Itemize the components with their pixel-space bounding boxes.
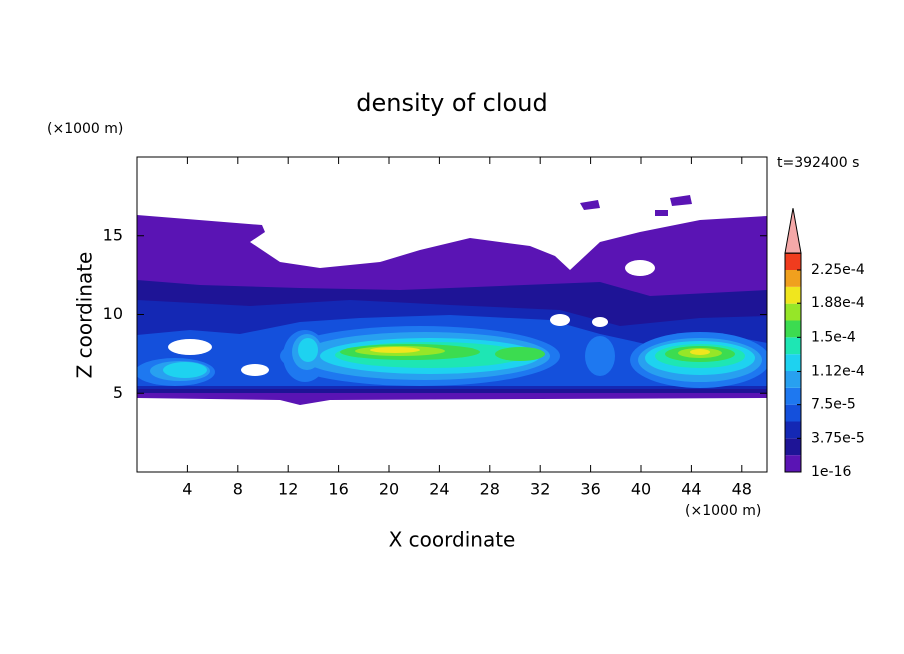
x-axis-label: X coordinate	[389, 528, 516, 552]
x-tick-label: 16	[328, 480, 348, 499]
contour-field	[137, 195, 767, 405]
colorbar-tick-label: 1.12e-4	[811, 363, 865, 379]
contour-gap	[550, 314, 570, 326]
chart-title: density of cloud	[356, 89, 547, 117]
contour-gap	[241, 364, 269, 376]
x-tick-label: 4	[182, 480, 192, 499]
colorbar-swatch	[785, 438, 801, 456]
contour-gap	[168, 339, 212, 355]
x-tick-label: 48	[732, 480, 752, 499]
y-unit: (×1000 m)	[47, 121, 123, 137]
colorbar-swatch	[785, 387, 801, 405]
colorbar-swatch	[785, 354, 801, 371]
time-label: t=392400 s	[777, 155, 859, 171]
colorbar-swatch	[785, 253, 801, 270]
contour-level	[690, 349, 710, 355]
colorbar-tick-label: 1e-16	[811, 464, 851, 480]
y-tick-label: 15	[103, 225, 123, 244]
colorbar-tick-label: 1.88e-4	[811, 295, 865, 311]
x-tick-label: 8	[233, 480, 243, 499]
x-tick-label: 36	[580, 480, 600, 499]
colorbar-tick-label: 7.5e-5	[811, 397, 856, 413]
contour-level	[370, 347, 420, 353]
y-axis-label: Z coordinate	[73, 252, 97, 379]
colorbar-swatch	[785, 337, 801, 355]
x-tick-label: 40	[631, 480, 651, 499]
colorbar-tick-label: 2.25e-4	[811, 262, 865, 278]
colorbar-swatch	[785, 270, 801, 287]
colorbar-swatch	[785, 371, 801, 388]
y-tick-label: 5	[113, 383, 123, 402]
contour-gap	[625, 260, 655, 276]
contour-gap	[592, 317, 608, 327]
contour-level	[163, 362, 207, 378]
colorbar-swatch	[785, 455, 801, 472]
colorbar-tick-label: 1.5e-4	[811, 329, 856, 345]
x-tick-label: 20	[379, 480, 399, 499]
contour-level	[495, 347, 545, 361]
contour-level	[298, 338, 318, 362]
colorbar-swatch	[785, 421, 801, 439]
colorbar-swatch	[785, 286, 801, 304]
x-tick-label: 44	[681, 480, 701, 499]
contour-level	[580, 200, 600, 210]
x-unit: (×1000 m)	[685, 503, 761, 519]
colorbar-swatch	[785, 303, 801, 321]
x-tick-label: 32	[530, 480, 550, 499]
colorbar-tick-label: 3.75e-5	[811, 430, 865, 446]
colorbar-frame	[784, 252, 802, 473]
colorbar-swatch	[785, 404, 801, 422]
y-tick-label: 10	[103, 304, 123, 323]
contour-level	[670, 195, 692, 206]
contour-level	[585, 336, 615, 376]
contour-level	[655, 210, 668, 216]
colorbar-swatch	[785, 320, 801, 338]
x-tick-label: 24	[429, 480, 449, 499]
x-tick-label: 28	[480, 480, 500, 499]
x-tick-label: 12	[278, 480, 298, 499]
